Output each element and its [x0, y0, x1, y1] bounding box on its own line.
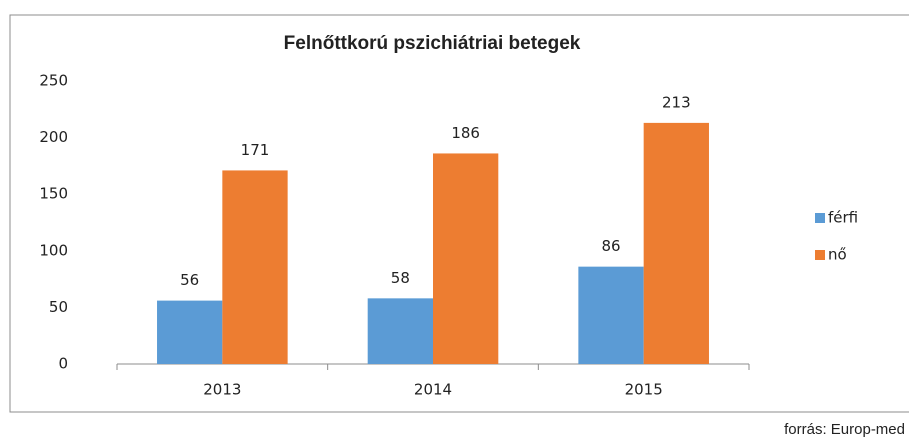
bar: [157, 300, 223, 364]
data-label: 213: [662, 93, 691, 111]
data-label: 171: [241, 141, 270, 159]
y-tick-label: 100: [39, 241, 68, 259]
x-tick-label: 2015: [625, 381, 663, 399]
x-tick-label: 2013: [203, 381, 241, 399]
x-tick-label: 2014: [414, 381, 452, 399]
legend-label: férfi: [828, 209, 858, 227]
bar: [643, 122, 709, 364]
bar: [367, 298, 433, 364]
bar: [578, 266, 644, 364]
source-note: forrás: Europ-med: [784, 421, 905, 438]
legend-label: nő: [828, 246, 847, 264]
bar: [222, 170, 288, 364]
data-label: 186: [451, 124, 480, 142]
chart-frame: [9, 14, 909, 413]
y-tick-label: 250: [39, 72, 68, 90]
y-tick-label: 200: [39, 128, 68, 146]
data-label: 56: [180, 271, 199, 289]
bar: [433, 153, 499, 364]
y-tick-label: 0: [58, 355, 68, 373]
y-tick-label: 150: [39, 185, 68, 203]
legend-swatch: [815, 213, 825, 223]
chart-title: Felnőttkorú pszichiátriai betegek: [284, 33, 581, 54]
data-label: 58: [391, 269, 410, 287]
data-label: 86: [601, 237, 620, 255]
legend-swatch: [815, 250, 825, 260]
y-tick-label: 50: [49, 298, 68, 316]
